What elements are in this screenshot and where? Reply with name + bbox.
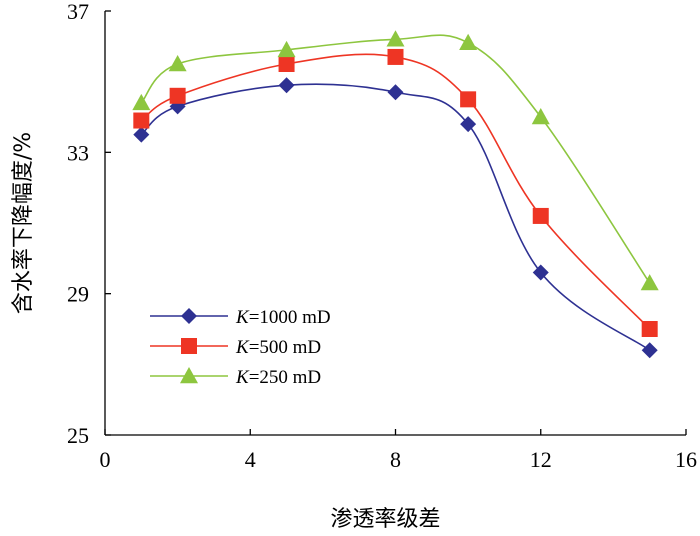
legend-label-1: K=1000 mD [235, 307, 331, 328]
legend-label-value-2: =500 mD [249, 337, 321, 358]
x-tick-label-5: 16 [675, 447, 697, 472]
x-tick-label-1: 0 [100, 447, 111, 472]
series-3-point-5 [459, 33, 478, 50]
y-tick-label-3: 33 [67, 140, 89, 165]
y-tick-label-2: 29 [67, 282, 89, 307]
legend-item-1: K=1000 mD [150, 307, 331, 328]
x-tick-label-4: 12 [530, 447, 552, 472]
y-tick-label-4: 37 [67, 0, 89, 24]
series-1-point-5 [460, 116, 477, 133]
y-axis-title: 含水率下降幅度/% [11, 132, 36, 314]
series-2-point-2 [169, 87, 186, 104]
legend-label-value-1: =1000 mD [249, 307, 331, 328]
series-2-point-1 [133, 112, 150, 129]
series-2-point-4 [387, 48, 404, 65]
axes: 0 4 8 12 16 25 29 33 37 渗透率级差 含水率下降幅度/% [11, 0, 697, 532]
legend-label-k-2: K [235, 337, 250, 358]
series-2-point-6 [532, 207, 549, 224]
series-line-3 [140, 34, 651, 284]
legend-item-2: K=500 mD [150, 337, 321, 358]
series-1-point-6 [532, 264, 549, 281]
series-1-point-3 [278, 77, 295, 94]
series-line-1 [140, 83, 651, 351]
plot-area [132, 30, 659, 359]
x-tick-label-2: 4 [245, 447, 256, 472]
series-3-point-3 [277, 40, 296, 58]
legend-label-k-1: K [235, 307, 250, 328]
x-tick-label-3: 8 [390, 447, 401, 472]
series-line-2 [140, 53, 651, 330]
series-1-point-7 [641, 342, 658, 359]
legend-label-2: K=500 mD [235, 337, 321, 358]
series-2-point-7 [641, 321, 658, 337]
series-3-point-7 [640, 274, 659, 291]
y-tick-label-1: 25 [67, 423, 89, 448]
series-3-point-2 [168, 55, 187, 72]
series-1-point-1 [133, 126, 150, 143]
series-2-point-5 [460, 91, 477, 108]
legend-label-value-3: =250 mD [249, 367, 321, 388]
x-axis-title: 渗透率级差 [330, 507, 440, 532]
series-3-point-1 [132, 93, 151, 111]
legend-marker-3 [180, 367, 198, 384]
series-1-point-4 [387, 84, 404, 101]
legend-label-3: K=250 mD [235, 367, 321, 388]
legend-item-3: K=250 mD [150, 367, 321, 388]
series-1 [133, 77, 658, 359]
series-2 [133, 48, 658, 337]
series-3-point-4 [386, 30, 405, 47]
series-3 [132, 30, 659, 291]
series-3-point-6 [531, 108, 550, 125]
series-2-point-3 [278, 56, 295, 72]
legend: K=1000 mDK=500 mDK=250 mD [150, 307, 331, 388]
legend-label-k-3: K [235, 367, 250, 388]
legend-marker-1 [181, 308, 197, 324]
legend-marker-2 [181, 338, 197, 354]
